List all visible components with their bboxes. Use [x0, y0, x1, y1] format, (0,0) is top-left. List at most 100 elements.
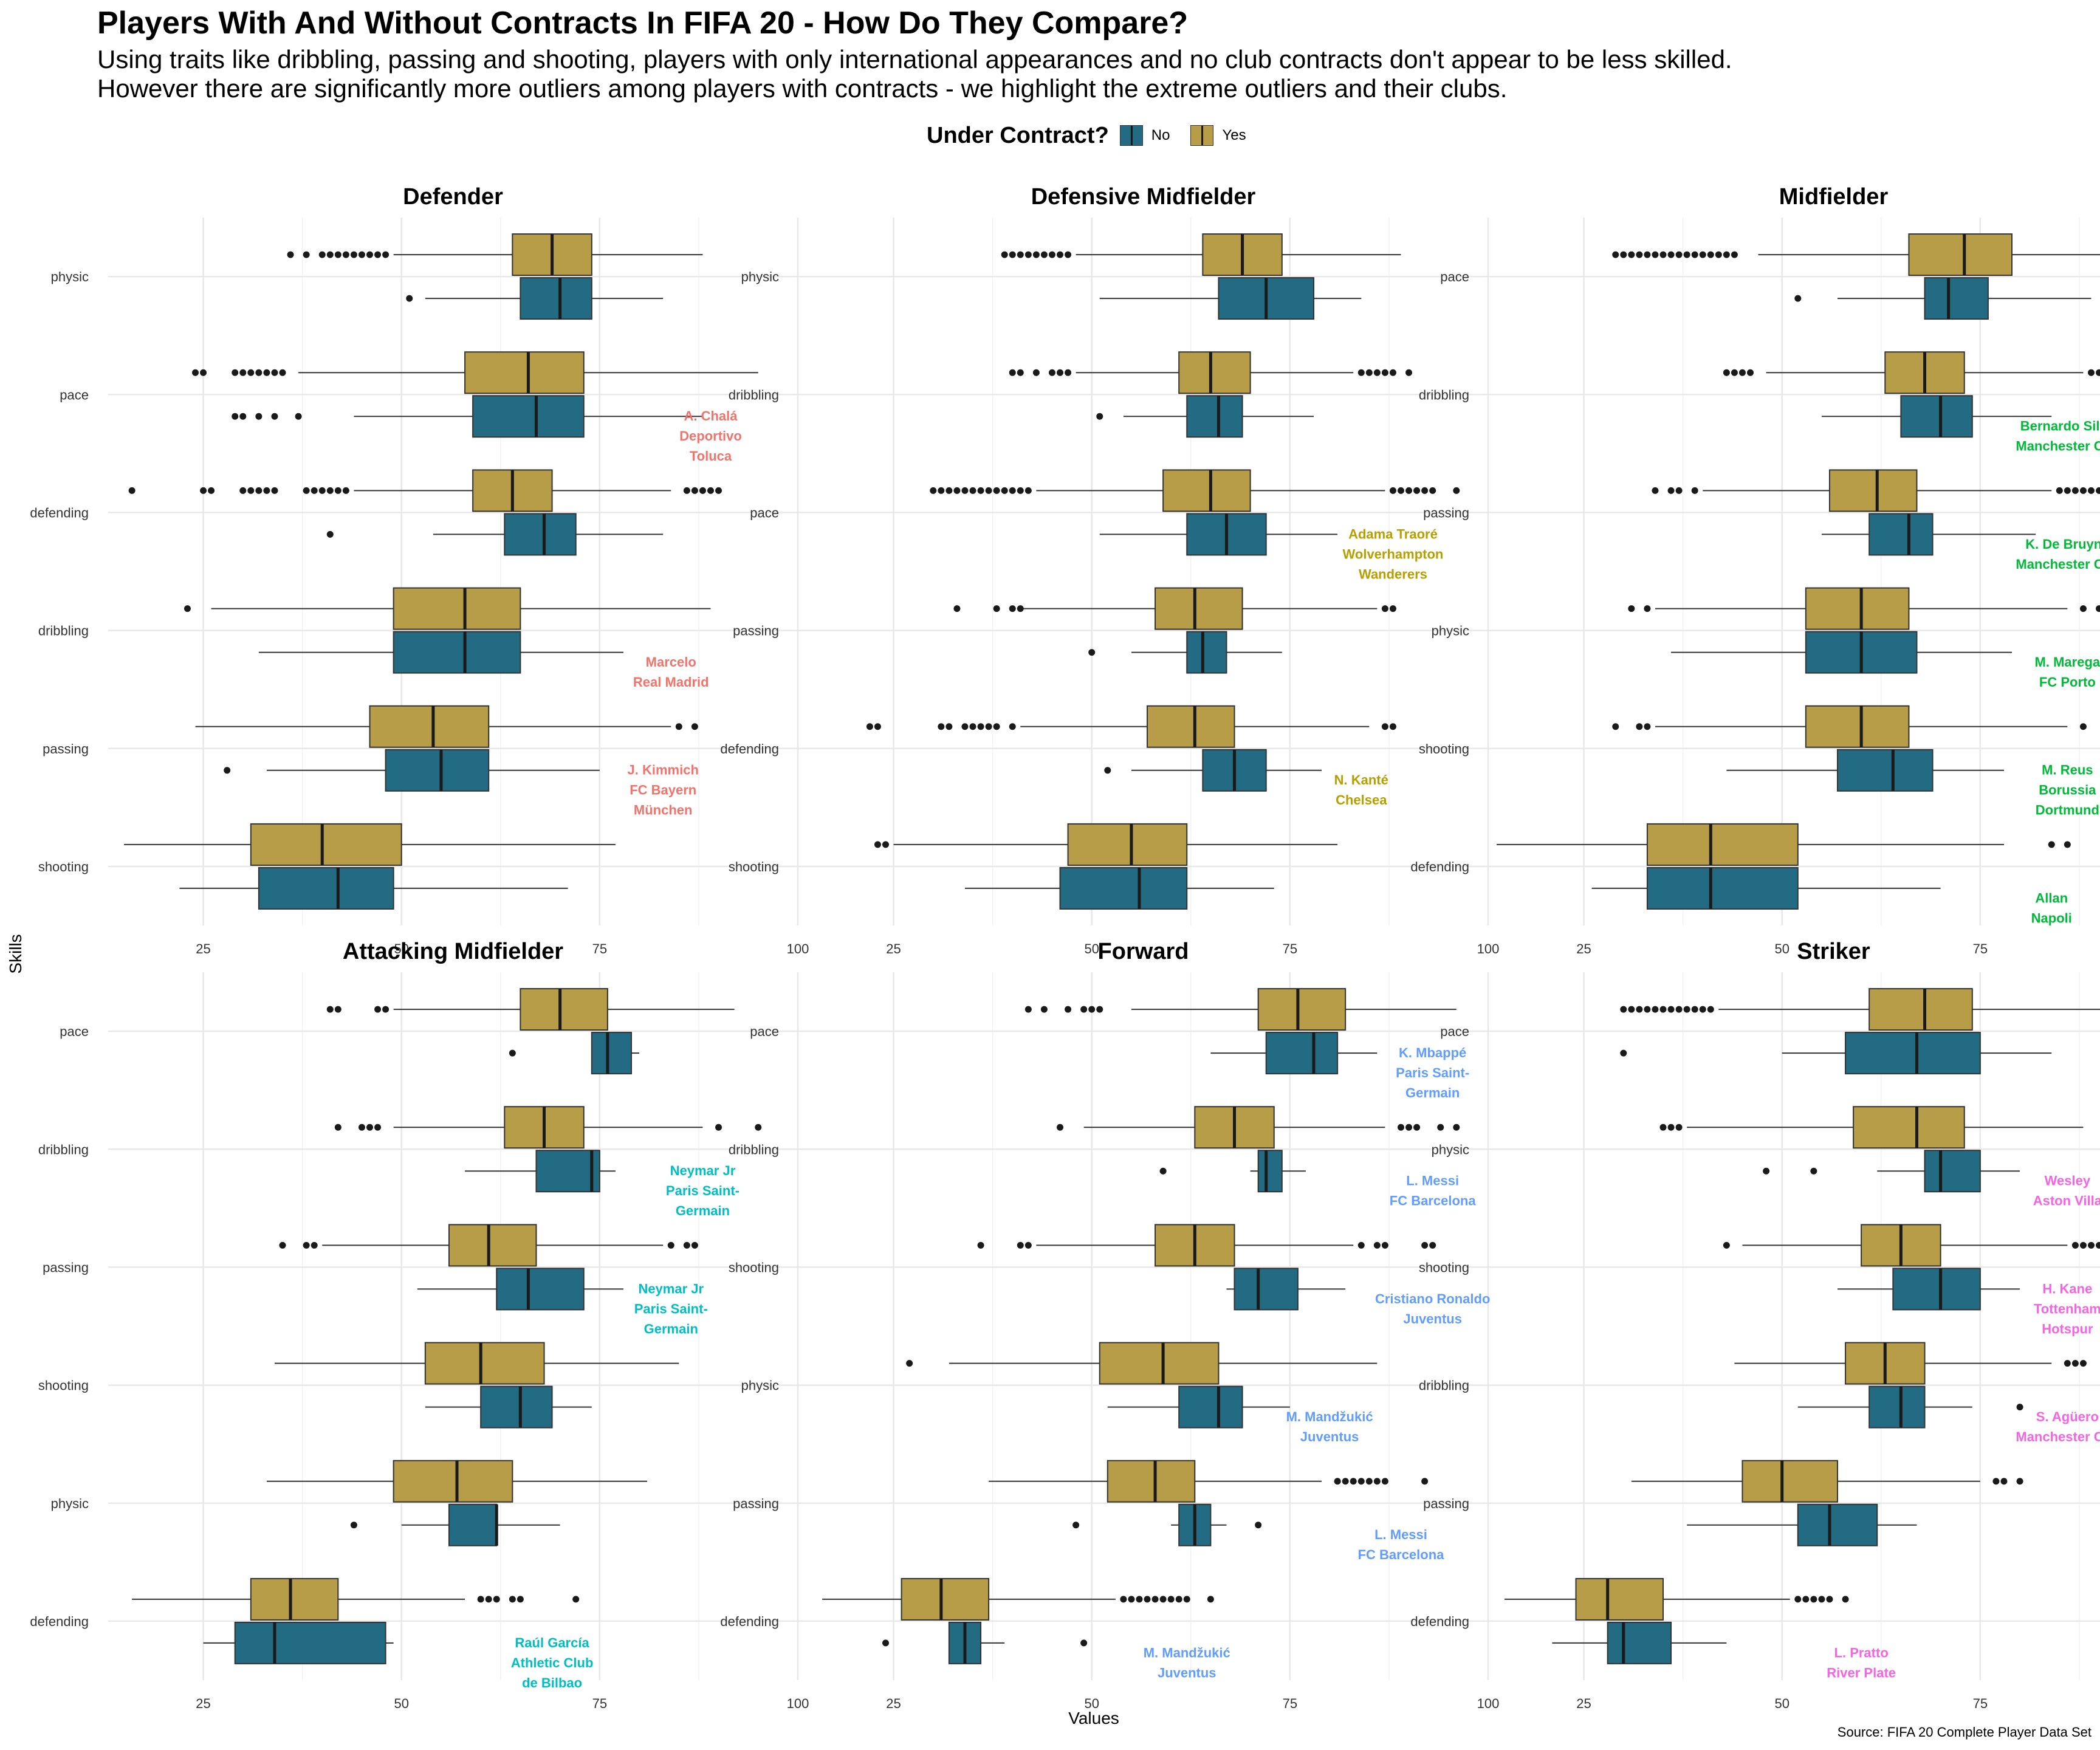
- outlier-annotation: N. Kanté Chelsea: [1334, 772, 1388, 808]
- annotation-line: Wanderers: [1359, 566, 1427, 582]
- outlier-point: [516, 1596, 524, 1603]
- outlier-point: [1136, 1596, 1143, 1603]
- outlier-point: [255, 413, 262, 420]
- outlier-point: [2087, 369, 2095, 376]
- box-no-passing: [1088, 631, 1282, 674]
- outlier-point: [2079, 605, 2087, 612]
- outlier-point: [683, 487, 690, 494]
- outlier-point: [2064, 487, 2071, 494]
- annotation-line: K. Mbappé: [1399, 1045, 1466, 1060]
- outlier-annotation: K. Mbappé Paris Saint- Germain: [1396, 1045, 1469, 1100]
- annotation-line: München: [634, 803, 693, 818]
- x-tick-label: 50: [1084, 1696, 1099, 1711]
- outlier-point: [1731, 251, 1738, 258]
- iqr-box: [1868, 1385, 1926, 1429]
- annotation-line: S. Agüero: [2036, 1409, 2099, 1424]
- panel-title: Midfielder: [1779, 184, 1889, 210]
- box-yes-defending: [822, 1577, 1214, 1621]
- outlier-point: [1350, 1478, 1357, 1485]
- outlier-annotation: L. Pratto River Plate: [1827, 1645, 1896, 1680]
- outlier-point: [279, 369, 286, 376]
- x-tick-label: 50: [1774, 1696, 1789, 1711]
- iqr-box: [424, 1342, 545, 1385]
- annotation-line: L. Messi: [1406, 1173, 1459, 1189]
- legend-key-yes: [1190, 125, 1214, 146]
- outlier-point: [2096, 487, 2100, 494]
- outlier-annotation: J. Kimmich FC Bayern München: [628, 763, 699, 818]
- outlier-point: [1818, 1596, 1825, 1603]
- outlier-point: [2016, 1404, 2023, 1411]
- iqr-box: [1828, 469, 1918, 512]
- outlier-point: [675, 723, 682, 730]
- outlier-point: [866, 723, 873, 730]
- box-yes-shooting: [874, 823, 1338, 866]
- outlier-point: [715, 1124, 722, 1131]
- outlier-annotation: Neymar Jr Paris Saint- Germain: [634, 1281, 708, 1336]
- outlier-point: [882, 841, 890, 848]
- y-tick-label: passing: [43, 741, 89, 757]
- outlier-point: [271, 413, 278, 420]
- iqr-box: [1234, 1268, 1299, 1311]
- outlier-point: [334, 1124, 341, 1131]
- iqr-box: [369, 705, 490, 748]
- outlier-point: [287, 251, 294, 258]
- outlier-point: [1699, 1006, 1706, 1013]
- legend: Under Contract? No Yes: [927, 120, 1267, 151]
- outlier-point: [977, 723, 984, 730]
- y-tick-label: dribbling: [729, 387, 779, 402]
- outlier-point: [1080, 1006, 1088, 1013]
- outlier-point: [1810, 1167, 1817, 1175]
- y-tick-label: passing: [733, 1496, 779, 1511]
- annotation-line: Neymar Jr: [638, 1281, 704, 1296]
- outlier-point: [1017, 369, 1024, 376]
- outlier-point: [318, 487, 326, 494]
- annotation-line: Germain: [676, 1203, 730, 1218]
- y-tick-label: shooting: [38, 859, 89, 874]
- outlier-point: [1810, 1596, 1817, 1603]
- iqr-box: [1162, 469, 1251, 512]
- iqr-box: [1257, 988, 1347, 1031]
- iqr-box: [1155, 587, 1243, 630]
- y-tick-label: passing: [1423, 1496, 1469, 1511]
- outlier-point: [691, 487, 698, 494]
- panel-attacking-midfielder: Attacking Midfielder 25 50 75 100 pace dribbli…: [30, 939, 809, 1711]
- y-tick-label: dribbling: [1419, 1378, 1469, 1393]
- box-yes-pace: [1024, 988, 1457, 1031]
- y-tick-label: physic: [51, 1496, 89, 1511]
- outlier-point: [1667, 487, 1675, 494]
- y-tick-label: dribbling: [1419, 387, 1469, 402]
- panel-striker: Striker 25 50 75 100 pace physic shooting dribbl…: [1410, 939, 2100, 1711]
- outlier-annotation: H. Kane Tottenham Hotspur: [2034, 1281, 2100, 1336]
- outlier-point: [1373, 1478, 1381, 1485]
- box-yes-physic: [266, 1460, 648, 1503]
- outlier-point: [1992, 1478, 2000, 1485]
- annotation-line: Real Madrid: [633, 674, 709, 690]
- outlier-point: [1429, 487, 1436, 494]
- outlier-point: [2079, 723, 2087, 730]
- outlier-point: [977, 1241, 984, 1249]
- x-tick-label: 75: [1283, 941, 1297, 956]
- annotation-line: Dortmund: [2036, 803, 2099, 818]
- outlier-point: [1683, 251, 1690, 258]
- iqr-box: [1186, 631, 1227, 674]
- box-no-physic: [350, 1503, 560, 1546]
- outlier-point: [874, 723, 881, 730]
- outlier-point: [334, 487, 341, 494]
- outlier-point: [1683, 1006, 1690, 1013]
- x-tick-label: 50: [394, 941, 408, 956]
- outlier-point: [1659, 1124, 1667, 1131]
- outlier-annotation: L. Messi FC Barcelona: [1358, 1527, 1445, 1562]
- iqr-box: [1924, 1150, 1981, 1193]
- iqr-box: [448, 1503, 498, 1546]
- outlier-point: [985, 723, 992, 730]
- outlier-point: [1001, 251, 1008, 258]
- outlier-point: [271, 369, 278, 376]
- iqr-box: [1178, 1385, 1243, 1429]
- iqr-box: [250, 823, 402, 866]
- box-yes-dribbling: [334, 1106, 762, 1149]
- outlier-point: [2087, 1241, 2095, 1249]
- x-tick-label: 75: [1283, 1696, 1297, 1711]
- outlier-point: [232, 369, 239, 376]
- outlier-point: [953, 605, 961, 612]
- y-tick-label: pace: [60, 387, 89, 402]
